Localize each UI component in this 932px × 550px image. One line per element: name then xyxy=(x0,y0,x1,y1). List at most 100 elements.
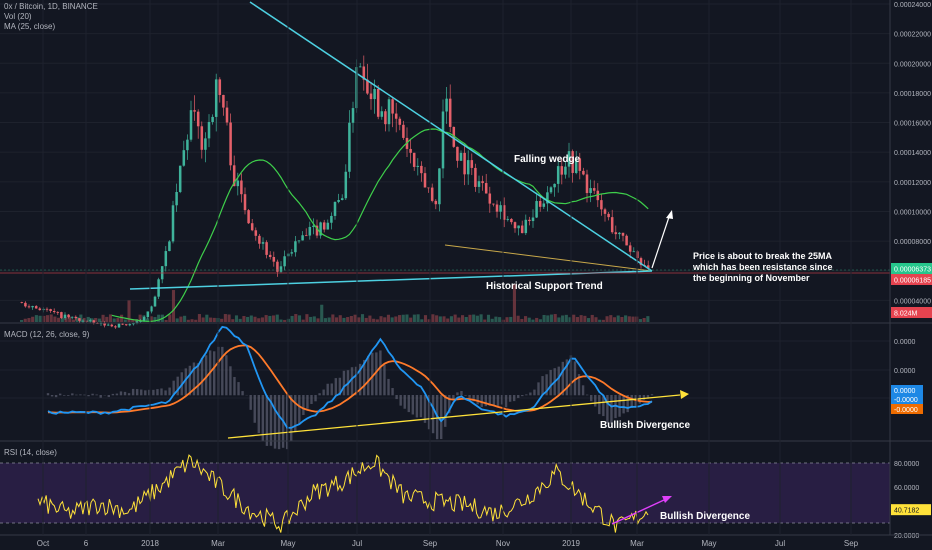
falling-wedge-label: Falling wedge xyxy=(514,154,581,165)
candle-body xyxy=(60,312,63,319)
candle-body xyxy=(70,316,74,318)
macd-histogram-bar xyxy=(541,376,544,396)
candle-body xyxy=(600,200,603,210)
y-tick-label: 0.00014000 xyxy=(894,150,931,157)
volume-bar xyxy=(305,314,309,322)
macd-histogram-bar xyxy=(265,395,269,446)
candle-body xyxy=(78,318,81,321)
macd-histogram-bar xyxy=(290,395,293,442)
volume-bar xyxy=(223,314,227,322)
candle-body xyxy=(351,108,355,123)
macd-histogram-bar xyxy=(310,395,313,404)
candle-body xyxy=(81,320,85,322)
candle-body xyxy=(182,150,186,166)
macd-histogram-bar xyxy=(135,389,139,396)
candle-body xyxy=(470,160,474,168)
volume-bar xyxy=(349,316,353,322)
y-tick-label: 0.00004000 xyxy=(894,298,931,305)
volume-bar xyxy=(127,300,131,322)
historical-support-line xyxy=(129,270,653,290)
macd-histogram-bar xyxy=(387,378,390,396)
macd-histogram-bar xyxy=(484,395,487,407)
volume-bar xyxy=(568,317,572,322)
macd-histogram-bar xyxy=(200,358,204,396)
candle-body xyxy=(315,225,319,236)
macd-histogram-bar xyxy=(456,392,459,396)
candle-body xyxy=(574,158,578,173)
candle-body xyxy=(556,166,560,184)
macd-histogram-bar xyxy=(87,395,90,397)
candle-body xyxy=(459,152,463,161)
candle-body xyxy=(56,312,60,313)
candle-body xyxy=(52,311,56,313)
macd-histogram-bar xyxy=(253,395,256,423)
volume-bar xyxy=(157,314,161,322)
rsi-line-label: RSI (14, close) xyxy=(4,448,57,457)
volume-bar xyxy=(516,315,520,322)
macd-histogram-bar xyxy=(375,352,378,396)
macd-histogram-bar xyxy=(529,392,532,396)
wedge-upper-line xyxy=(249,1,653,272)
volume-bar xyxy=(97,318,101,322)
macd-histogram-bar xyxy=(557,366,560,396)
volume-value-badge-bg xyxy=(891,307,932,318)
volume-bar xyxy=(242,316,246,322)
rsi-band xyxy=(0,463,890,523)
candle-body xyxy=(427,187,430,189)
macd-histogram-bar xyxy=(318,393,321,396)
volume-bar xyxy=(194,319,198,322)
macd-histogram-bar xyxy=(407,395,410,413)
rsi-tick-label: 80.0000 xyxy=(894,461,919,468)
candle-body xyxy=(128,324,132,326)
candle-body xyxy=(168,241,171,252)
macd-histogram-bar xyxy=(184,368,188,396)
x-tick-label: Sep xyxy=(844,539,859,548)
macd-histogram-bar xyxy=(444,395,447,427)
volume-bar xyxy=(490,318,494,322)
candle-body xyxy=(646,265,650,269)
volume-bar xyxy=(498,317,502,322)
candle-body xyxy=(484,183,488,194)
volume-bar xyxy=(386,314,390,322)
candle-body xyxy=(200,126,204,150)
volume-bar xyxy=(605,316,609,322)
vol-line: Vol (20) xyxy=(4,12,32,21)
candle-body xyxy=(308,226,312,236)
macd-histogram-bar xyxy=(525,394,528,396)
volume-bar xyxy=(338,315,342,322)
volume-bar xyxy=(64,317,68,322)
candle-body xyxy=(502,205,506,220)
volume-bar xyxy=(412,314,416,322)
volume-bar xyxy=(297,315,302,322)
volume-bar xyxy=(398,315,402,322)
candle-body xyxy=(495,204,499,212)
x-tick-label: 2019 xyxy=(562,539,580,548)
volume-bar xyxy=(231,319,235,322)
macd-histogram-bar xyxy=(54,395,58,398)
volume-bar xyxy=(79,314,83,322)
x-tick-label: Mar xyxy=(630,539,644,548)
candle-body xyxy=(607,213,610,218)
candle-body xyxy=(337,199,340,202)
volume-bar xyxy=(212,317,216,322)
macd-histogram-bar xyxy=(168,387,171,396)
candle-body xyxy=(301,235,304,241)
volume-bar xyxy=(112,318,116,322)
candle-body xyxy=(492,203,495,205)
breakout-arrow xyxy=(651,213,671,269)
macd-histogram-bar xyxy=(533,389,536,396)
candle-body xyxy=(106,324,110,326)
volume-bar xyxy=(294,314,298,322)
volume-bar xyxy=(335,317,339,322)
volume-bar xyxy=(379,316,383,322)
volume-bar xyxy=(120,314,124,322)
x-tick-label: Sep xyxy=(423,539,438,548)
volume-bar xyxy=(179,316,183,322)
macd-histogram-bar xyxy=(537,382,540,396)
macd-histogram-bar xyxy=(237,382,240,396)
volume-bar xyxy=(309,316,313,322)
rsi-badge-bg xyxy=(891,504,931,516)
volume-bar xyxy=(301,319,305,322)
macd-histogram-bar xyxy=(213,351,216,396)
